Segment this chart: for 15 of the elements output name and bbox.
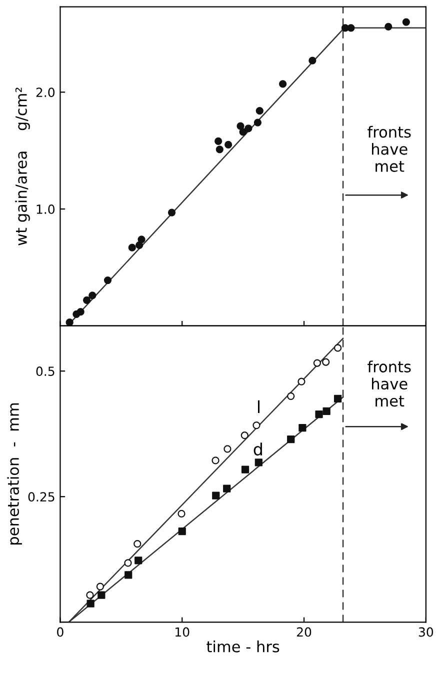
x-tick-label: 20 xyxy=(296,627,312,637)
y-tick-label: 0.5 xyxy=(36,366,54,376)
x-tick-label: 30 xyxy=(418,627,434,637)
series-label: d xyxy=(254,442,262,456)
y-tick-label: 1.0 xyxy=(36,204,55,214)
x-axis-title: time - hrs xyxy=(206,640,280,652)
annotation: fronts have met xyxy=(368,360,411,407)
x-tick-label: 0 xyxy=(57,627,64,637)
annotation: fronts have met xyxy=(368,126,411,172)
y-tick-label: 0.25 xyxy=(28,492,54,502)
x-tick-label: 10 xyxy=(176,627,190,637)
y-tick-label: 2.0 xyxy=(36,88,55,98)
series-label: l xyxy=(258,400,260,414)
y-axis-title: wt gain/area g/cm² xyxy=(15,88,30,246)
y-axis-title: penetration - mm xyxy=(7,403,22,545)
